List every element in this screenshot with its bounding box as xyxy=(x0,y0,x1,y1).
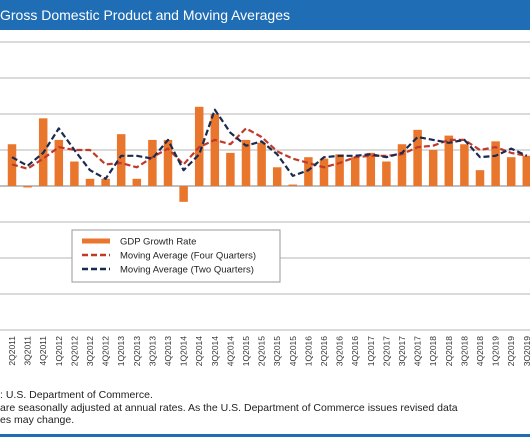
x-tick-label: 3Q2016 xyxy=(335,336,345,367)
bar-1Q2014 xyxy=(179,186,188,202)
bar-4Q2013 xyxy=(163,139,173,186)
bar-1Q2018 xyxy=(428,150,438,186)
header-bar: Gross Domestic Product and Moving Averag… xyxy=(0,0,530,30)
bar-1Q2013 xyxy=(116,134,126,186)
bar-3Q2014 xyxy=(210,114,220,186)
bar-2Q2019 xyxy=(506,157,516,186)
x-tick-label: 3Q2019 xyxy=(522,336,530,367)
bar-1Q2015 xyxy=(241,139,251,186)
bar-3Q2017 xyxy=(397,144,407,186)
bar-1Q2019 xyxy=(491,141,500,186)
bar-2Q2017 xyxy=(382,161,391,186)
bar-3Q2019 xyxy=(522,155,530,186)
x-tick-label: 2Q2014 xyxy=(194,336,204,367)
x-tick-label: 1Q2019 xyxy=(491,336,501,367)
x-tick-label: 1Q2017 xyxy=(366,336,376,367)
legend-label: Moving Average (Four Quarters) xyxy=(120,251,256,262)
x-tick-label: 3Q2011 xyxy=(23,336,33,366)
bar-2Q2013 xyxy=(132,178,142,186)
line-moving-average-two-quarters xyxy=(11,108,528,180)
x-tick-label: 2Q2013 xyxy=(132,336,142,367)
x-tick-label: 1Q2013 xyxy=(116,336,126,367)
x-tick-label: 1Q2012 xyxy=(54,336,64,367)
footnote-line-1: are seasonally adjusted at annual rates.… xyxy=(0,402,458,414)
footer-rule xyxy=(0,434,530,437)
chart-title: Gross Domestic Product and Moving Averag… xyxy=(0,7,290,23)
legend-label: Moving Average (Two Quarters) xyxy=(120,265,254,276)
bar-2Q2016 xyxy=(319,158,329,186)
chart-area: 2Q2011 3Q2011 4Q2011 1Q2012 2Q2012 3Q2012 4Q20… xyxy=(0,41,530,367)
x-tick-label: 2Q2018 xyxy=(444,336,454,367)
legend-label: GDP Growth Rate xyxy=(120,237,196,248)
x-tick-label: 2Q2015 xyxy=(257,336,267,367)
x-tick-label: 4Q2018 xyxy=(475,336,485,367)
x-tick-label: 1Q2016 xyxy=(303,336,313,367)
x-tick-label: 1Q2014 xyxy=(179,336,189,367)
bar-2Q2015 xyxy=(257,142,266,186)
x-tick-label: 1Q2018 xyxy=(428,336,438,367)
x-tick-label: 3Q2013 xyxy=(147,336,157,367)
x-tick-label: 1Q2015 xyxy=(241,336,251,367)
bar-3Q2015 xyxy=(272,167,282,186)
x-tick-label: 4Q2015 xyxy=(288,336,298,367)
source-note: : U.S. Department of Commerce. xyxy=(0,389,153,401)
x-tick-label: 3Q2012 xyxy=(85,336,95,367)
bar-1Q2017 xyxy=(366,152,376,186)
x-tick-label: 3Q2017 xyxy=(397,336,407,367)
bar-4Q2017 xyxy=(413,129,422,186)
bar-4Q2014 xyxy=(226,152,235,186)
bar-4Q2016 xyxy=(350,157,360,186)
bar-2Q2018 xyxy=(444,135,454,186)
x-tick-label: 4Q2012 xyxy=(101,336,111,367)
x-tick-label: 4Q2017 xyxy=(413,336,423,367)
bar-4Q2018 xyxy=(475,170,485,186)
x-tick-label: 4Q2014 xyxy=(225,336,235,367)
bar-3Q2012 xyxy=(85,178,95,186)
x-tick-label: 4Q2016 xyxy=(350,336,360,367)
bar-4Q2015 xyxy=(288,184,298,186)
x-tick-label: 4Q2013 xyxy=(163,336,173,367)
bar-1Q2012 xyxy=(54,139,64,186)
footnote-line-2: es may change. xyxy=(0,414,75,426)
bar-3Q2018 xyxy=(460,144,469,186)
x-tick-label: 2Q2012 xyxy=(69,336,79,367)
x-tick-label: 2Q2011 xyxy=(7,336,17,366)
x-tick-label: 4Q2011 xyxy=(38,336,48,366)
x-tick-label: 2Q2019 xyxy=(506,336,516,367)
bar-3Q2013 xyxy=(148,139,157,186)
bar-3Q2011 xyxy=(23,186,32,188)
bar-3Q2016 xyxy=(335,154,344,186)
x-tick-label: 3Q2015 xyxy=(272,336,282,367)
x-tick-label: 3Q2014 xyxy=(210,336,220,367)
bar-1Q2016 xyxy=(304,157,313,186)
x-tick-label: 3Q2018 xyxy=(459,336,469,367)
bar-4Q2012 xyxy=(101,178,110,186)
bar-2Q2012 xyxy=(70,161,79,186)
x-tick-label: 2Q2016 xyxy=(319,336,329,367)
legend-swatch-bar xyxy=(82,238,110,244)
x-tick-label: 2Q2017 xyxy=(381,336,391,367)
